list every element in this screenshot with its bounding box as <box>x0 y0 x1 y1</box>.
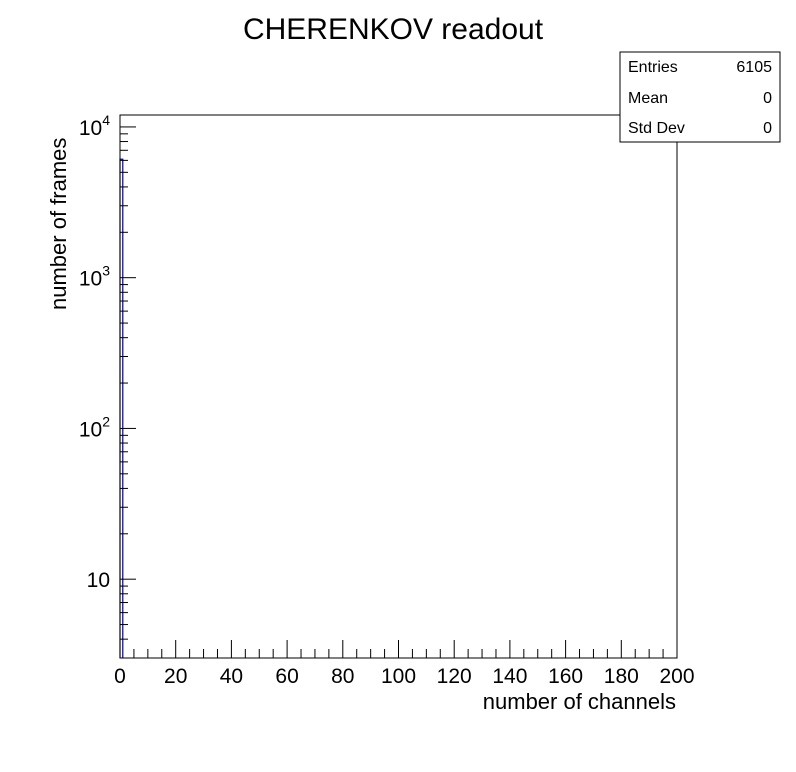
y-axis-label: number of frames <box>46 138 71 310</box>
y-tick-label: 10 <box>87 569 110 592</box>
stats-mean-label: Mean <box>628 90 668 107</box>
stats-stddev-value: 0 <box>763 120 772 137</box>
x-tick-label: 200 <box>659 665 694 688</box>
x-tick-label: 160 <box>548 665 583 688</box>
stats-entries-value: 6105 <box>736 59 772 76</box>
stats-mean-value: 0 <box>763 90 772 107</box>
x-tick-label: 80 <box>331 665 354 688</box>
x-tick-label: 140 <box>492 665 527 688</box>
stats-box-frame <box>619 51 781 143</box>
y-tick-label: 104 <box>79 112 110 140</box>
chart-title: CHERENKOV readout <box>243 13 544 46</box>
y-tick-label: 102 <box>79 413 110 441</box>
x-tick-label: 20 <box>164 665 187 688</box>
stats-stddev-label: Std Dev <box>628 120 685 137</box>
x-axis: 0 20 40 60 80 100 120 140 160 180 200 <box>114 640 695 688</box>
x-tick-label: 120 <box>437 665 472 688</box>
plot-frame <box>119 114 678 659</box>
x-tick-label: 180 <box>604 665 639 688</box>
stats-entries-label: Entries <box>628 59 678 76</box>
x-tick-label: 60 <box>275 665 298 688</box>
x-tick-label: 0 <box>114 665 126 688</box>
y-tick-label: 103 <box>79 263 110 291</box>
x-axis-label: number of channels <box>483 689 676 714</box>
x-tick-label: 100 <box>381 665 416 688</box>
x-tick-label: 40 <box>220 665 243 688</box>
stats-box: Entries 6105 Mean 0 Std Dev 0 <box>619 51 781 143</box>
y-axis: 10 102 103 104 <box>79 112 136 659</box>
